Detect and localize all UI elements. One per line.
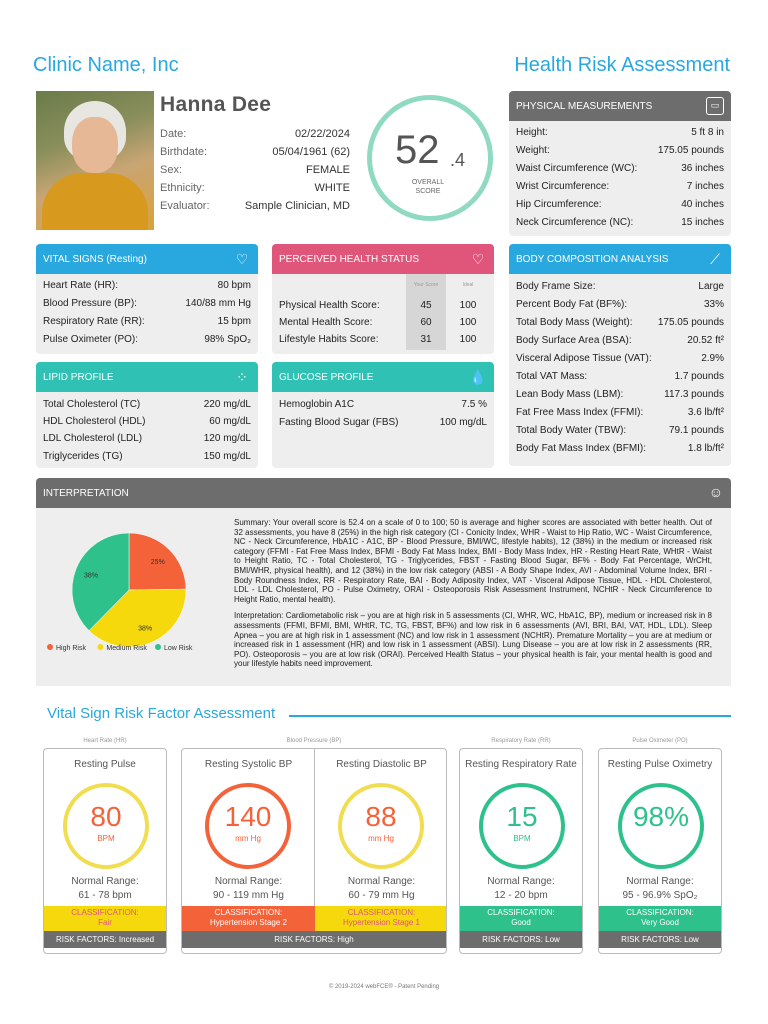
- overall-score-value: 52: [395, 128, 440, 172]
- overall-score-label: OVERALL SCORE: [411, 179, 445, 195]
- legend-label: High Risk: [56, 645, 86, 652]
- glucose-title: GLUCOSE PROFILE: [279, 372, 374, 383]
- info-sex: Sex: FEMALE: [160, 164, 350, 176]
- footer: © 2019-2024 webFCE® - Patent Pending: [328, 984, 440, 990]
- report-title: Health Risk Assessment: [514, 54, 730, 76]
- legend-swatch: [155, 644, 161, 650]
- interpretation-header: INTERPRETATION ☺: [36, 478, 731, 508]
- overall-score-decimal: .4: [450, 150, 466, 170]
- lipid-drops-icon: ⁘: [236, 369, 248, 385]
- vital-risk-title: Vital Sign Risk Factor Assessment: [47, 705, 276, 722]
- overall-score-ring: [367, 95, 493, 221]
- vitals-title: VITAL SIGNS (Resting): [43, 254, 147, 265]
- legend-swatch: [97, 644, 104, 650]
- patient-name: Hanna Dee: [160, 93, 272, 116]
- physical-measurements-panel: PHYSICAL MEASUREMENTS ▭ Height: 5 ft 8 in …: [509, 91, 731, 236]
- patient-photo: [36, 91, 154, 230]
- pie-slice-high-risk: [128, 532, 187, 591]
- info-evaluator: Evaluator: Sample Clinician, MD: [160, 200, 350, 212]
- category-po: Pulse Oximeter (PO): [632, 738, 688, 744]
- vital-signs-panel: VITAL SIGNS (Resting) ♡ Heart Rate (HR): 8…: [36, 244, 258, 354]
- card-blood-pressure: Resting Systolic BP Resting Diastolic BP…: [181, 748, 447, 954]
- legend-label: Low Risk: [164, 645, 193, 652]
- body-composition-panel: BODY COMPOSITION ANALYSIS ⟋ Body Frame Si…: [509, 244, 731, 466]
- info-date: Date: 02/22/2024: [160, 128, 350, 140]
- category-rr: Respiratory Rate (RR): [491, 738, 551, 744]
- gauge-ring: 98%: [618, 783, 704, 869]
- info-birthdate: Birthdate: 05/04/1961 (62): [160, 146, 350, 158]
- pie-data-label: 38%: [138, 626, 152, 633]
- physical-title: PHYSICAL MEASUREMENTS: [516, 101, 653, 112]
- card-pulse-oximetry: Resting Pulse Oximetry 98% Normal Range:…: [598, 748, 722, 954]
- card-heart-rate: Resting Pulse 80 BPM Normal Range: 61 - 78…: [43, 748, 167, 954]
- gauge-ring: 15 BPM: [479, 783, 565, 869]
- heart-icon: ♡: [471, 251, 485, 267]
- card-respiratory-rate: Resting Respiratory Rate 15 BPM Normal Ra…: [459, 748, 583, 954]
- legend-label: Medium Risk: [106, 645, 147, 652]
- category-hr: Heart Rate (HR): [83, 738, 127, 744]
- pie-data-label: 38%: [84, 572, 98, 579]
- pie-slice-medium-risk: [88, 588, 187, 648]
- pie-data-label: 25%: [151, 559, 165, 566]
- gauge-ring: 140 mm Hg: [205, 783, 291, 869]
- info-ethnicity: Ethnicity: WHITE: [160, 182, 350, 194]
- clinic-name: Clinic Name, Inc: [33, 54, 179, 76]
- lipid-title: LIPID PROFILE: [43, 372, 114, 383]
- perceived-health-panel: PERCEIVED HEALTH STATUS ♡ Your Score Idea…: [272, 244, 494, 354]
- body-comp-title: BODY COMPOSITION ANALYSIS: [516, 254, 669, 265]
- summary-text: Summary: Your overall score is 52.4 on a…: [234, 518, 712, 604]
- lipid-profile-panel: LIPID PROFILE ⁘ Total Cholesterol (TC) 220…: [36, 362, 258, 468]
- heartbeat-icon: ♡: [235, 251, 249, 267]
- head-gears-icon: ☺: [708, 484, 723, 500]
- interpretation-text: Summary: Your overall score is 52.4 on a…: [234, 518, 712, 676]
- legend-swatch: [47, 644, 53, 650]
- scale-icon: ▭: [706, 97, 724, 115]
- category-bp: Blood Pressure (BP): [286, 738, 342, 744]
- section-divider: [289, 715, 731, 717]
- caliper-icon: ⟋: [710, 251, 720, 267]
- glucose-profile-panel: GLUCOSE PROFILE 💧 Hemoglobin A1C 7.5 % Fas…: [272, 362, 494, 468]
- interpretation-detail: Interpretation: Cardiometabolic risk – y…: [234, 611, 712, 669]
- blood-drop-icon: 💧: [469, 369, 487, 385]
- gauge-ring: 88 mm Hg: [338, 783, 424, 869]
- perceived-title: PERCEIVED HEALTH STATUS: [279, 254, 420, 265]
- gauge-ring: 80 BPM: [63, 783, 149, 869]
- risk-pie-chart: 25% 38% 38% High Risk Medium Risk Low Risk: [47, 532, 193, 652]
- pie-slice-low-risk: [71, 532, 130, 631]
